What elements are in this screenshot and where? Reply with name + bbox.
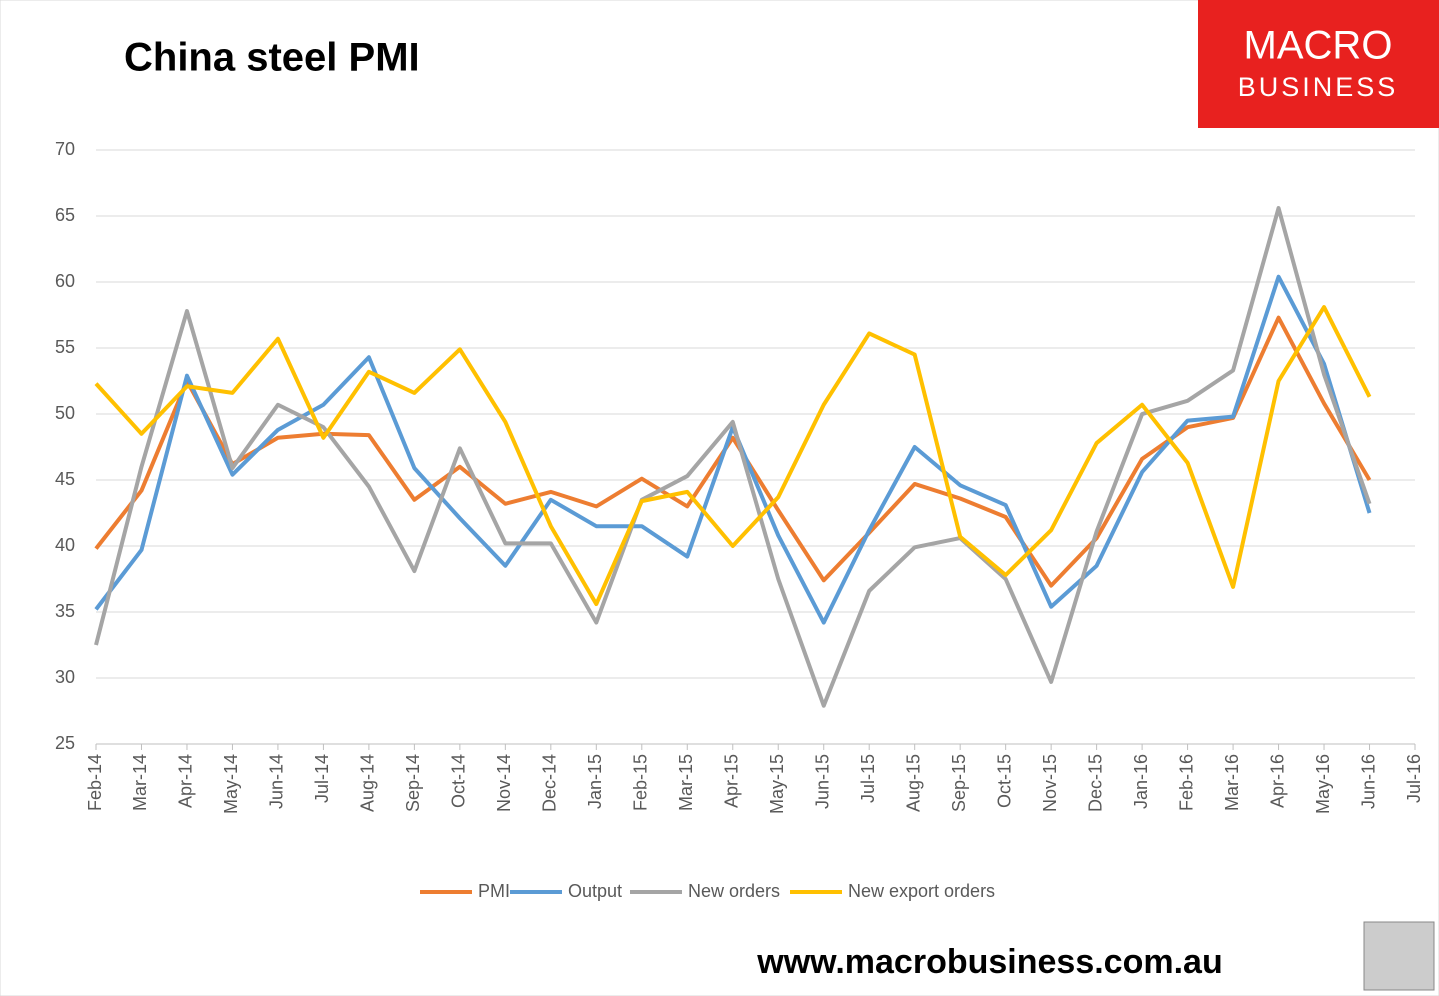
x-tick-label: Apr-14: [176, 754, 196, 808]
x-tick-label: Jun-14: [267, 754, 287, 809]
x-tick-label: Sep-14: [403, 754, 423, 812]
legend-label: PMI: [478, 881, 510, 901]
y-tick-label: 55: [55, 337, 75, 357]
logo-text: MACRO: [1244, 24, 1393, 68]
x-tick-label: May-14: [221, 754, 241, 814]
legend-label: New orders: [688, 881, 780, 901]
x-tick-label: Mar-16: [1222, 754, 1242, 811]
x-tick-label: Feb-16: [1176, 754, 1196, 811]
x-tick-label: Jun-15: [812, 754, 832, 809]
logo-text: BUSINESS: [1238, 72, 1399, 102]
x-tick-label: Jul-14: [312, 754, 332, 803]
x-tick-label: Nov-15: [1040, 754, 1060, 812]
legend-label: New export orders: [848, 881, 995, 901]
footer-url: www.macrobusiness.com.au: [756, 943, 1222, 981]
y-tick-label: 70: [55, 139, 75, 159]
x-tick-label: Nov-14: [494, 754, 514, 812]
x-tick-label: Jun-16: [1358, 754, 1378, 809]
x-tick-label: Aug-14: [358, 754, 378, 812]
x-tick-label: Dec-14: [540, 754, 560, 812]
y-tick-label: 30: [55, 667, 75, 687]
chart-title: China steel PMI: [124, 36, 420, 80]
y-tick-label: 45: [55, 469, 75, 489]
y-tick-label: 50: [55, 403, 75, 423]
x-tick-label: Dec-15: [1085, 754, 1105, 812]
x-tick-label: Feb-14: [85, 754, 105, 811]
x-tick-label: Jan-15: [585, 754, 605, 809]
x-tick-label: Oct-15: [994, 754, 1014, 808]
series-line: [94, 305, 1372, 607]
series-line: [94, 315, 1372, 588]
x-tick-label: Oct-14: [449, 754, 469, 808]
x-tick-label: Sep-15: [949, 754, 969, 812]
x-tick-label: May-16: [1313, 754, 1333, 814]
x-tick-label: Mar-14: [130, 754, 150, 811]
x-tick-label: Apr-16: [1267, 754, 1287, 808]
legend-label: Output: [568, 881, 622, 901]
series-line: [94, 206, 1372, 708]
fox-icon: [1363, 921, 1435, 991]
x-tick-label: Jan-16: [1131, 754, 1151, 809]
y-tick-label: 40: [55, 535, 75, 555]
x-tick-label: Jul-16: [1404, 754, 1424, 803]
logo-box: [1198, 0, 1439, 128]
x-tick-label: Feb-15: [631, 754, 651, 811]
y-tick-label: 25: [55, 733, 75, 753]
y-tick-label: 65: [55, 205, 75, 225]
y-tick-label: 60: [55, 271, 75, 291]
y-tick-label: 35: [55, 601, 75, 621]
x-tick-label: Jul-15: [858, 754, 878, 803]
x-tick-label: Mar-15: [676, 754, 696, 811]
x-tick-label: Apr-15: [722, 754, 742, 808]
x-tick-label: May-15: [767, 754, 787, 814]
x-tick-label: Aug-15: [903, 754, 923, 812]
